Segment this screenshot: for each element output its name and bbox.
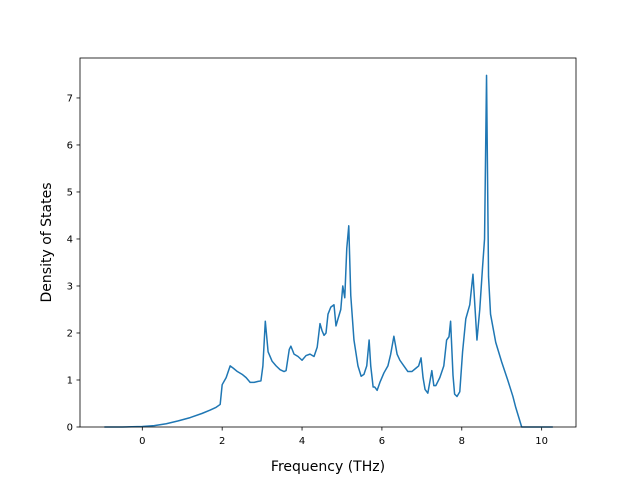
y-tick-label: 2 bbox=[67, 328, 73, 339]
y-axis-ticks: 0 1 2 3 4 5 6 7 bbox=[67, 93, 80, 434]
y-tick-label: 5 bbox=[67, 187, 73, 198]
y-tick-label: 4 bbox=[67, 234, 73, 245]
x-axis-ticks: 0 2 4 6 8 10 bbox=[139, 427, 548, 447]
x-tick-label: 8 bbox=[459, 436, 465, 447]
series-line-dos bbox=[104, 74, 553, 428]
y-tick-label: 0 bbox=[67, 423, 73, 434]
x-tick-label: 10 bbox=[535, 436, 548, 447]
y-tick-label: 1 bbox=[67, 375, 73, 386]
x-tick-label: 0 bbox=[139, 436, 145, 447]
x-tick-label: 6 bbox=[379, 436, 385, 447]
y-tick-label: 6 bbox=[67, 140, 73, 151]
y-axis-label: Density of States bbox=[39, 183, 55, 303]
x-tick-label: 2 bbox=[219, 436, 225, 447]
plot-area-frame bbox=[79, 57, 577, 428]
x-tick-label: 4 bbox=[299, 436, 305, 447]
x-axis-label: Frequency (THz) bbox=[271, 459, 385, 475]
y-tick-label: 7 bbox=[67, 93, 73, 104]
y-tick-label: 3 bbox=[67, 281, 73, 292]
